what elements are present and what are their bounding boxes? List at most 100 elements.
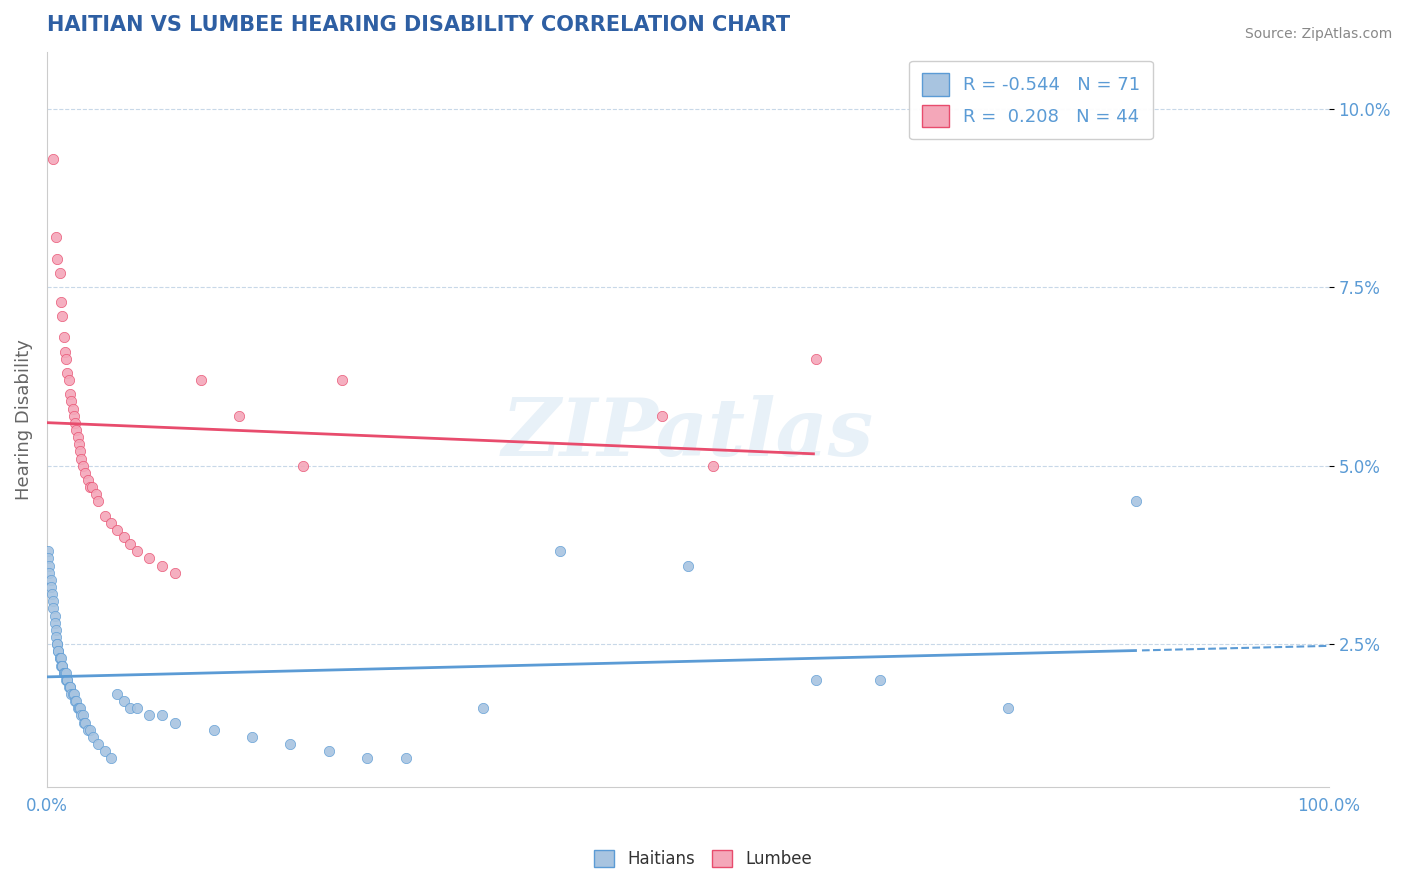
Point bbox=[150, 708, 173, 723]
Text: HAITIAN VS LUMBEE HEARING DISABILITY CORRELATION CHART: HAITIAN VS LUMBEE HEARING DISABILITY COR… bbox=[46, 15, 790, 35]
Point bbox=[804, 673, 827, 687]
Point bbox=[38, 566, 60, 580]
Point bbox=[38, 558, 60, 573]
Point bbox=[356, 751, 378, 765]
Point bbox=[52, 330, 75, 344]
Point bbox=[48, 651, 70, 665]
Point bbox=[105, 687, 128, 701]
Point bbox=[997, 701, 1019, 715]
Point bbox=[42, 601, 65, 615]
Point bbox=[70, 708, 93, 723]
Point bbox=[125, 701, 148, 715]
Point bbox=[62, 401, 84, 416]
Point bbox=[45, 623, 67, 637]
Point bbox=[58, 680, 80, 694]
Point bbox=[165, 566, 187, 580]
Point bbox=[67, 437, 90, 451]
Point bbox=[37, 551, 59, 566]
Point bbox=[49, 651, 72, 665]
Point bbox=[45, 630, 67, 644]
Point bbox=[138, 708, 160, 723]
Point bbox=[120, 701, 142, 715]
Point bbox=[70, 451, 93, 466]
Point bbox=[51, 658, 73, 673]
Point bbox=[676, 558, 699, 573]
Point bbox=[93, 508, 115, 523]
Point bbox=[77, 473, 100, 487]
Point bbox=[72, 458, 94, 473]
Point bbox=[46, 637, 69, 651]
Point bbox=[51, 309, 73, 323]
Point bbox=[49, 658, 72, 673]
Point bbox=[55, 351, 77, 366]
Point bbox=[48, 266, 70, 280]
Point bbox=[37, 544, 59, 558]
Point bbox=[112, 530, 135, 544]
Point bbox=[292, 458, 315, 473]
Point bbox=[73, 715, 96, 730]
Point bbox=[62, 687, 84, 701]
Point bbox=[56, 366, 79, 380]
Point bbox=[138, 551, 160, 566]
Point bbox=[44, 608, 66, 623]
Point bbox=[120, 537, 142, 551]
Point bbox=[228, 409, 250, 423]
Point bbox=[702, 458, 724, 473]
Y-axis label: Hearing Disability: Hearing Disability bbox=[15, 339, 32, 500]
Point bbox=[52, 665, 75, 680]
Point bbox=[69, 701, 91, 715]
Point bbox=[53, 344, 76, 359]
Point bbox=[63, 694, 86, 708]
Point bbox=[65, 694, 87, 708]
Point bbox=[65, 423, 87, 437]
Point bbox=[100, 516, 122, 530]
Point bbox=[548, 544, 571, 558]
Point bbox=[1125, 494, 1147, 508]
Point bbox=[60, 687, 83, 701]
Point bbox=[51, 658, 73, 673]
Point bbox=[80, 480, 103, 494]
Point bbox=[72, 708, 94, 723]
Point bbox=[52, 665, 75, 680]
Point bbox=[45, 230, 67, 244]
Point bbox=[62, 409, 84, 423]
Point bbox=[75, 466, 97, 480]
Point bbox=[39, 573, 62, 587]
Text: Source: ZipAtlas.com: Source: ZipAtlas.com bbox=[1244, 27, 1392, 41]
Point bbox=[651, 409, 673, 423]
Point bbox=[49, 294, 72, 309]
Point bbox=[62, 687, 84, 701]
Point bbox=[46, 637, 69, 651]
Point bbox=[66, 701, 89, 715]
Point bbox=[67, 701, 90, 715]
Point bbox=[56, 673, 79, 687]
Point bbox=[59, 387, 82, 401]
Point bbox=[240, 730, 263, 744]
Point bbox=[48, 644, 70, 658]
Point bbox=[46, 252, 69, 266]
Point bbox=[55, 673, 77, 687]
Point bbox=[190, 373, 212, 387]
Point bbox=[202, 723, 225, 737]
Point bbox=[125, 544, 148, 558]
Point bbox=[93, 744, 115, 758]
Point bbox=[39, 580, 62, 594]
Point bbox=[869, 673, 891, 687]
Point bbox=[471, 701, 494, 715]
Point bbox=[150, 558, 173, 573]
Point bbox=[75, 715, 97, 730]
Point bbox=[77, 723, 100, 737]
Point bbox=[42, 152, 65, 166]
Legend: Haitians, Lumbee: Haitians, Lumbee bbox=[588, 843, 818, 875]
Point bbox=[63, 416, 86, 430]
Point bbox=[59, 680, 82, 694]
Point bbox=[69, 444, 91, 458]
Point bbox=[79, 480, 101, 494]
Point bbox=[60, 394, 83, 409]
Point bbox=[66, 430, 89, 444]
Point bbox=[112, 694, 135, 708]
Point bbox=[53, 665, 76, 680]
Point bbox=[44, 615, 66, 630]
Point bbox=[395, 751, 418, 765]
Point bbox=[84, 487, 107, 501]
